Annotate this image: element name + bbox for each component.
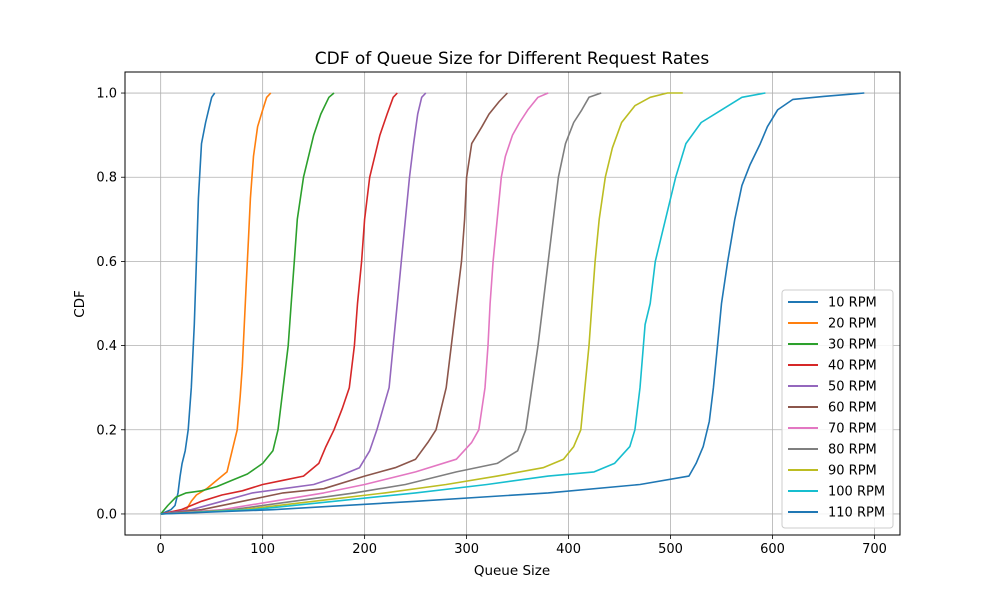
series-line bbox=[160, 92, 272, 515]
axis-ticks: 0 100 200 300 400 500 600 700 0.0 0.2 0.4 0.6 0.8 1.0 bbox=[96, 87, 887, 557]
legend-label: 110 RPM bbox=[828, 506, 885, 521]
y-tick-label: 0.6 bbox=[96, 255, 117, 270]
y-tick-label: 0.4 bbox=[96, 339, 117, 354]
series-lines bbox=[160, 92, 865, 515]
legend-label: 50 RPM bbox=[828, 380, 877, 395]
series-line bbox=[160, 92, 683, 515]
x-tick-label: 500 bbox=[658, 542, 683, 557]
y-tick-label: 1.0 bbox=[96, 87, 117, 102]
x-tick-label: 400 bbox=[556, 542, 581, 557]
series-line bbox=[160, 92, 216, 515]
chart-title: CDF of Queue Size for Different Request … bbox=[315, 49, 710, 69]
x-tick-label: 700 bbox=[862, 542, 887, 557]
legend: 10 RPM 20 RPM 30 RPM 40 RPM 50 RPM 60 RPM 70 R… bbox=[781, 289, 894, 529]
series-line bbox=[160, 92, 766, 515]
legend-label: 20 RPM bbox=[828, 317, 877, 332]
legend-label: 100 RPM bbox=[828, 485, 885, 500]
y-tick-label: 0.0 bbox=[96, 507, 117, 522]
y-tick-label: 0.8 bbox=[96, 171, 117, 186]
plot-frame bbox=[124, 71, 901, 536]
x-tick-label: 100 bbox=[250, 542, 275, 557]
series-line bbox=[160, 92, 398, 515]
series-line bbox=[160, 92, 602, 515]
legend-label: 30 RPM bbox=[828, 338, 877, 353]
legend-box bbox=[781, 289, 894, 529]
series-line bbox=[160, 92, 865, 515]
x-tick-label: 300 bbox=[454, 542, 479, 557]
series-line bbox=[160, 92, 508, 515]
x-axis-label: Queue Size bbox=[474, 563, 550, 579]
y-tick-label: 0.2 bbox=[96, 423, 117, 438]
grid-lines bbox=[125, 72, 900, 535]
legend-label: 70 RPM bbox=[828, 422, 877, 437]
y-axis-label: CDF bbox=[72, 290, 88, 318]
series-line bbox=[160, 92, 335, 515]
legend-label: 90 RPM bbox=[828, 464, 877, 479]
x-tick-label: 200 bbox=[352, 542, 377, 557]
legend-items: 10 RPM 20 RPM 30 RPM 40 RPM 50 RPM 60 RPM 70 R… bbox=[788, 296, 885, 521]
series-line bbox=[160, 92, 427, 515]
legend-label: 40 RPM bbox=[828, 359, 877, 374]
legend-label: 80 RPM bbox=[828, 443, 877, 458]
legend-label: 10 RPM bbox=[828, 296, 877, 311]
series-line bbox=[160, 92, 549, 515]
x-tick-label: 0 bbox=[157, 542, 165, 557]
legend-label: 60 RPM bbox=[828, 401, 877, 416]
x-tick-label: 600 bbox=[760, 542, 785, 557]
